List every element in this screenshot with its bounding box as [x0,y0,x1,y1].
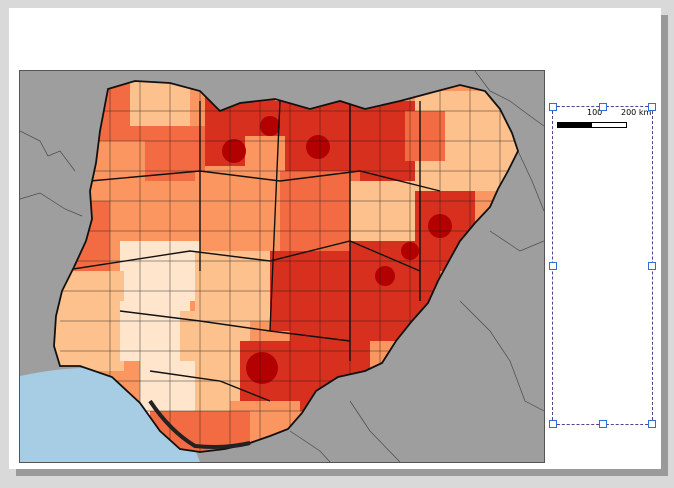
niger-delta-coast [148,399,251,449]
resize-handle-bottom-left[interactable] [549,420,557,428]
map-item[interactable] [19,70,545,463]
resize-handle-left[interactable] [549,262,557,270]
resize-handle-bottom-right[interactable] [648,420,656,428]
scale-label-mid: 100 [587,108,603,117]
resize-handle-right[interactable] [648,262,656,270]
resize-handle-bottom[interactable] [599,420,607,428]
resize-handle-top-left[interactable] [549,103,557,111]
state-boundaries [59,100,441,402]
resize-handle-top[interactable] [599,103,607,111]
neighbour-borders [20,71,544,462]
scale-bar [557,122,627,128]
scale-bar-item[interactable]: 100 200 km [549,103,656,428]
scale-label-end: 200 km [621,108,652,117]
choropleth-map [20,71,544,462]
scale-bar-black-segment [558,123,592,127]
resize-handle-top-right[interactable] [648,103,656,111]
